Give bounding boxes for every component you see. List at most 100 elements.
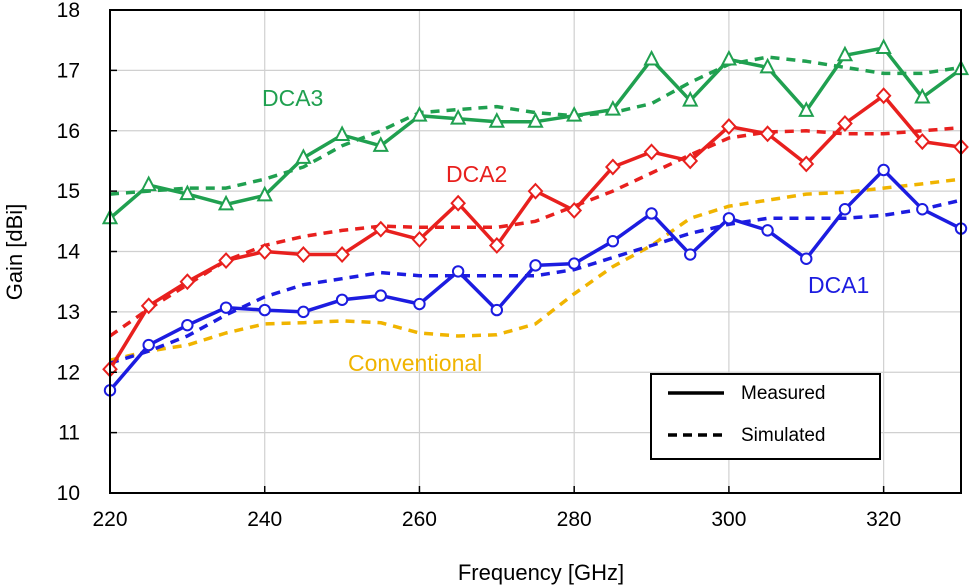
dca1-measured-point: [529, 259, 542, 272]
dca1-measured-point: [916, 203, 929, 216]
dca1-measured-point: [567, 257, 581, 270]
dca1-measured-point: [606, 235, 620, 248]
dca3-simulated-line: [109, 55, 962, 196]
series-dca2-simulated: [108, 125, 962, 338]
dca2-measured-point: [643, 143, 660, 161]
dca2-measured-line: [108, 93, 963, 371]
dca2-measured-point: [875, 87, 892, 105]
dca1-measured-point: [335, 293, 349, 306]
dca1-measured-point: [258, 303, 271, 317]
dca3-measured-point: [295, 148, 312, 164]
dca1-measured-point: [413, 297, 426, 311]
series-dca1-measured: [103, 163, 968, 397]
dca3-measured-point: [179, 184, 196, 201]
dca2-measured-point: [334, 246, 350, 263]
x-tick-label: 280: [557, 508, 592, 531]
annotation-dca1: DCA1: [808, 272, 869, 298]
dca3-measured-point: [333, 125, 351, 141]
dca2-measured-point: [721, 118, 737, 135]
dca1-measured-point: [374, 289, 387, 302]
dca3-measured-point: [566, 105, 583, 122]
series-dca2-measured: [102, 87, 969, 378]
dca3-measured-point: [759, 57, 776, 74]
dca2-measured-point: [798, 155, 815, 173]
dca2-measured-point: [372, 220, 389, 238]
dca2-measured-point: [837, 115, 853, 132]
dca2-measured-point: [759, 125, 776, 143]
dca2-simulated-line: [108, 125, 962, 338]
legend-measured-label: Measured: [741, 383, 826, 404]
y-tick-label: 14: [57, 241, 81, 264]
dca3-measured-point: [256, 185, 273, 202]
conventional-simulated-line: [109, 177, 962, 362]
dca1-measured-point: [838, 203, 852, 216]
dca3-measured-point: [217, 194, 235, 211]
dca3-measured-point: [604, 99, 622, 116]
series-layer: [101, 38, 969, 397]
dca1-measured-point: [645, 207, 658, 220]
dca2-measured-point: [411, 230, 428, 248]
legend: Measured Simulated: [650, 373, 881, 460]
dca3-measured-point: [720, 49, 738, 66]
y-axis-title: Gain [dBi]: [2, 204, 27, 301]
dca1-measured-point: [800, 252, 813, 265]
dca2-measured-point: [218, 252, 234, 270]
dca1-measured-point: [142, 338, 155, 352]
dca1-measured-point: [297, 305, 310, 319]
dca2-measured-point: [256, 243, 273, 260]
dca3-measured-point: [798, 101, 815, 117]
dca3-measured-point: [527, 112, 544, 128]
dca3-measured-point: [140, 175, 157, 192]
dca3-measured-point: [449, 109, 467, 125]
dca2-measured-point: [295, 246, 312, 263]
tick-layer: 220 240 260 280 300 320 10 11 12 13 14 15 16 17 18: [57, 0, 902, 531]
dca2-measured-point: [488, 236, 505, 254]
dca3-measured-point: [836, 45, 854, 62]
dca2-measured-point: [604, 158, 621, 176]
dca1-measured-point: [684, 248, 697, 261]
grid-layer: [110, 10, 961, 493]
x-tick-label: 220: [92, 508, 127, 531]
dca1-measured-point: [181, 318, 194, 332]
dca1-measured-point: [219, 301, 233, 314]
series-dca3-simulated: [109, 55, 962, 196]
dca2-measured-point: [527, 182, 544, 200]
dca2-measured-point: [566, 201, 583, 219]
dca2-measured-point: [450, 194, 467, 212]
dca1-measured-point: [761, 224, 774, 237]
x-tick-label: 300: [711, 508, 746, 531]
annotation-dca2: DCA2: [446, 161, 507, 187]
x-tick-label: 260: [402, 508, 437, 531]
y-tick-label: 18: [57, 0, 80, 22]
dca3-measured-point: [488, 112, 505, 128]
y-tick-label: 13: [57, 301, 80, 324]
x-axis-title: Frequency [GHz]: [458, 560, 624, 585]
annotation-conventional: Conventional: [348, 350, 482, 376]
legend-box: [650, 373, 881, 460]
dca3-measured-point: [643, 49, 660, 66]
dca3-measured-point: [682, 90, 699, 107]
dca1-measured-point: [451, 265, 465, 278]
y-tick-label: 10: [57, 482, 80, 505]
dca3-measured-point: [411, 105, 428, 122]
dca3-measured-point: [372, 136, 389, 152]
y-tick-label: 11: [58, 422, 80, 445]
dca1-measured-point: [490, 303, 504, 317]
x-tick-label: 240: [247, 508, 282, 531]
annotation-dca3: DCA3: [262, 85, 323, 111]
dca2-measured-point: [179, 273, 196, 291]
legend-simulated-label: Simulated: [741, 425, 826, 446]
x-tick-label: 320: [866, 508, 901, 531]
dca1-measured-point: [722, 212, 736, 225]
y-tick-label: 17: [57, 59, 80, 82]
dca3-measured-point: [914, 87, 931, 104]
dca2-measured-point: [914, 133, 931, 151]
series-dca3-measured: [101, 38, 969, 225]
y-tick-label: 15: [57, 180, 80, 203]
y-tick-label: 12: [57, 361, 80, 384]
dca2-measured-point: [140, 297, 157, 315]
dca3-measured-point: [875, 38, 892, 55]
dca2-measured-point: [682, 152, 699, 170]
y-tick-label: 16: [57, 120, 80, 143]
